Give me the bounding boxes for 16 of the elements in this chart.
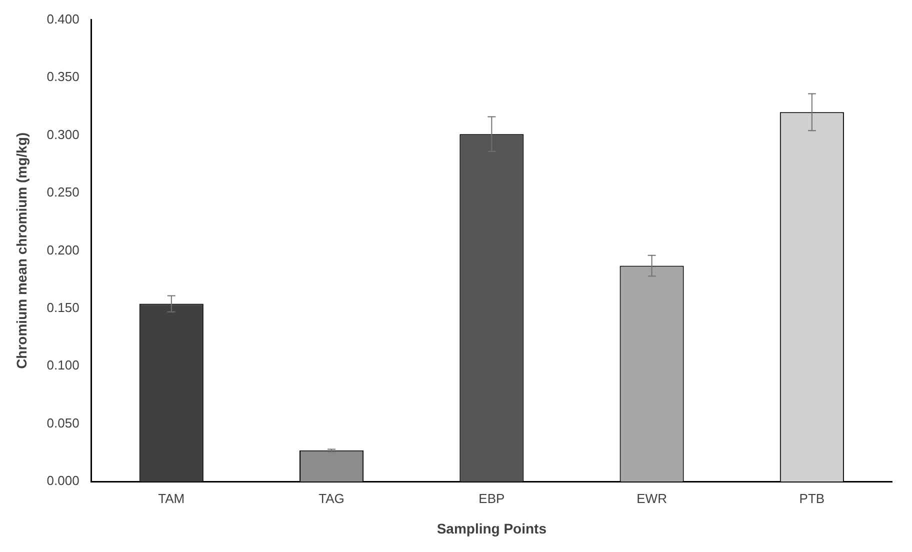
x-tick-label: EBP xyxy=(478,490,505,506)
y-tick-label: 0.000 xyxy=(46,473,80,488)
y-tick-label: 0.150 xyxy=(46,300,80,316)
y-tick-label: 0.300 xyxy=(46,126,80,142)
x-tick-label: PTB xyxy=(799,490,825,506)
y-axis-title: Chromium mean chromium (mg/kg) xyxy=(13,132,30,369)
x-tick-label: TAM xyxy=(158,490,185,506)
y-tick-label: 0.100 xyxy=(46,358,80,373)
y-tick-label: 0.050 xyxy=(46,415,80,430)
x-tick-label: TAG xyxy=(318,490,344,506)
y-tick-label: 0.400 xyxy=(46,11,80,26)
y-tick-label: 0.200 xyxy=(46,242,80,258)
y-tick-label: 0.250 xyxy=(46,184,80,200)
x-axis-title: Sampling Points xyxy=(436,520,547,536)
y-tick-label: 0.350 xyxy=(46,69,80,84)
x-tick-label: EWR xyxy=(636,490,667,506)
